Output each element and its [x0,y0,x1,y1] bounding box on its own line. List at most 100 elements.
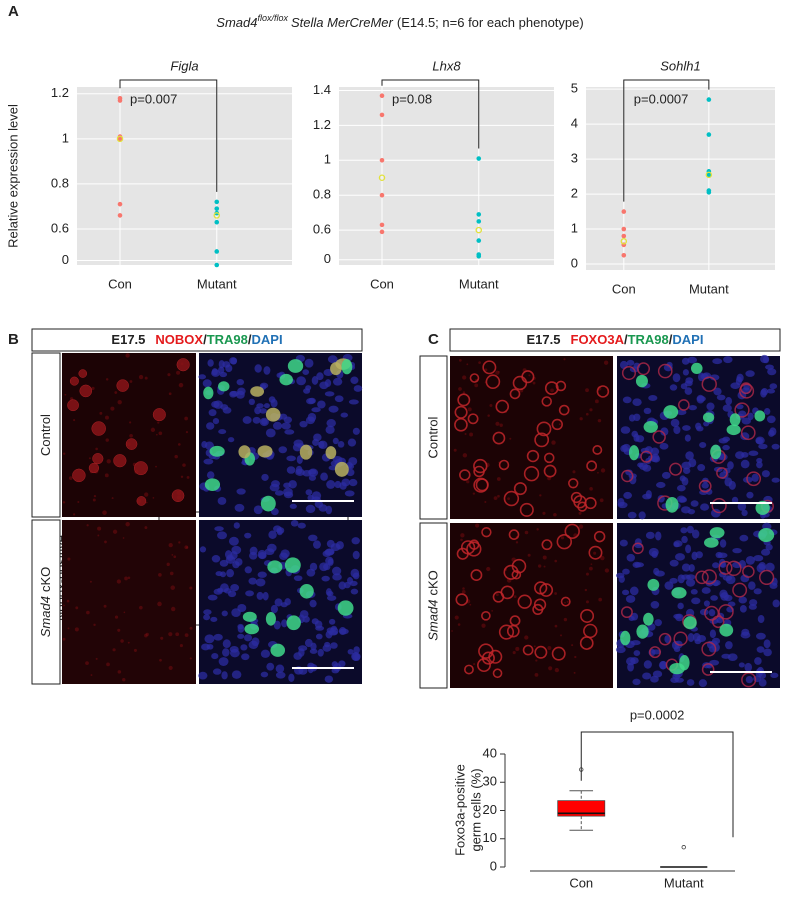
speckle [88,457,91,460]
red-cell [469,373,480,383]
speckle [469,432,474,437]
dapi-nucleus [203,458,214,465]
speckle [93,623,96,627]
speckle [554,592,558,595]
data-point [621,226,627,232]
germ-cell [710,444,722,460]
dapi-nucleus [319,562,329,572]
speckle [598,597,603,602]
data-point [476,156,482,161]
germ-cell [628,445,640,461]
germ-cell [270,643,286,657]
speckle [551,440,556,445]
speckle [138,374,144,380]
data-point [706,132,712,137]
red-cell [541,539,553,551]
red-cell [596,385,610,398]
image-header-box [31,328,363,352]
speckle [543,565,546,568]
dapi-nucleus [634,562,645,568]
speckle [560,634,563,637]
germ-cell [299,444,313,460]
speckle [453,448,457,452]
mean-point [116,135,124,143]
dapi-nucleus [744,662,753,672]
x-tick-label: Con [612,281,636,296]
speckle [75,606,79,610]
dapi-nucleus [761,470,770,478]
speckle [91,386,95,391]
dapi-nucleus [278,446,288,454]
y-tick-label: 20 [483,802,497,817]
dapi-nucleus [632,398,642,407]
dapi-nucleus [766,388,776,394]
dapi-nucleus [727,653,738,661]
dapi-nucleus [669,384,678,391]
red-cell [718,604,734,620]
y-tick-label: 0.6 [313,222,331,237]
header-part: / [624,332,628,347]
mean-point [705,171,713,179]
dapi-nucleus [302,369,310,376]
y-tick-label: 0.8 [313,187,331,202]
dapi-nucleus [653,567,660,576]
red-cell [508,529,520,540]
data-point [379,222,385,228]
speckle [112,648,116,652]
image-header: E17.5 FOXO3A/TRA98/DAPI [527,332,704,347]
dapi-nucleus [309,599,317,608]
speckle [464,432,467,436]
dapi-nucleus [338,627,347,635]
speckle [189,657,192,660]
dapi-nucleus [765,364,774,370]
dapi-nucleus [719,539,727,548]
red-cell [555,380,567,392]
speckle [189,626,193,630]
germ-cell [284,557,301,573]
dapi-nucleus [713,387,722,396]
germ-cell [755,500,770,515]
dapi-nucleus [710,508,721,518]
dapi-nucleus [217,531,227,540]
dapi-nucleus [222,648,230,657]
dapi-nucleus [308,474,317,481]
dapi-nucleus [738,596,748,604]
dapi-nucleus [237,624,245,633]
speckle [579,417,583,421]
speckle [168,392,172,396]
dapi-nucleus [248,640,259,649]
p-value: p=0.08 [392,91,432,106]
dapi-nucleus [725,396,733,406]
dapi-nucleus [741,509,748,517]
speckle [578,511,582,515]
dapi-nucleus [269,483,280,492]
dapi-nucleus [622,396,632,404]
dapi-nucleus [681,461,692,470]
heading-construct: Stella MerCreMer [291,15,394,30]
dapi-nucleus [263,403,270,409]
red-cell [732,582,748,598]
speckle [589,408,593,412]
speckle [509,437,512,440]
speckle [495,421,500,426]
dapi-nucleus [332,437,339,445]
dapi-nucleus [691,551,698,561]
speckle [178,382,184,388]
speckle [105,438,109,442]
speckle [487,414,490,417]
speckle [158,573,162,577]
dapi-nucleus [259,417,269,427]
germ-cell [665,496,679,513]
speckle [589,487,593,491]
speckle [512,651,516,655]
red-cell [586,460,598,472]
dapi-nucleus [699,442,707,448]
red-cell [509,615,521,627]
dapi-nucleus [700,503,710,511]
dapi-nucleus [727,461,734,470]
data-point [476,253,482,259]
speckle [63,452,66,455]
red-cell [467,413,479,425]
dapi-nucleus [669,559,679,567]
red-cell [718,560,733,575]
